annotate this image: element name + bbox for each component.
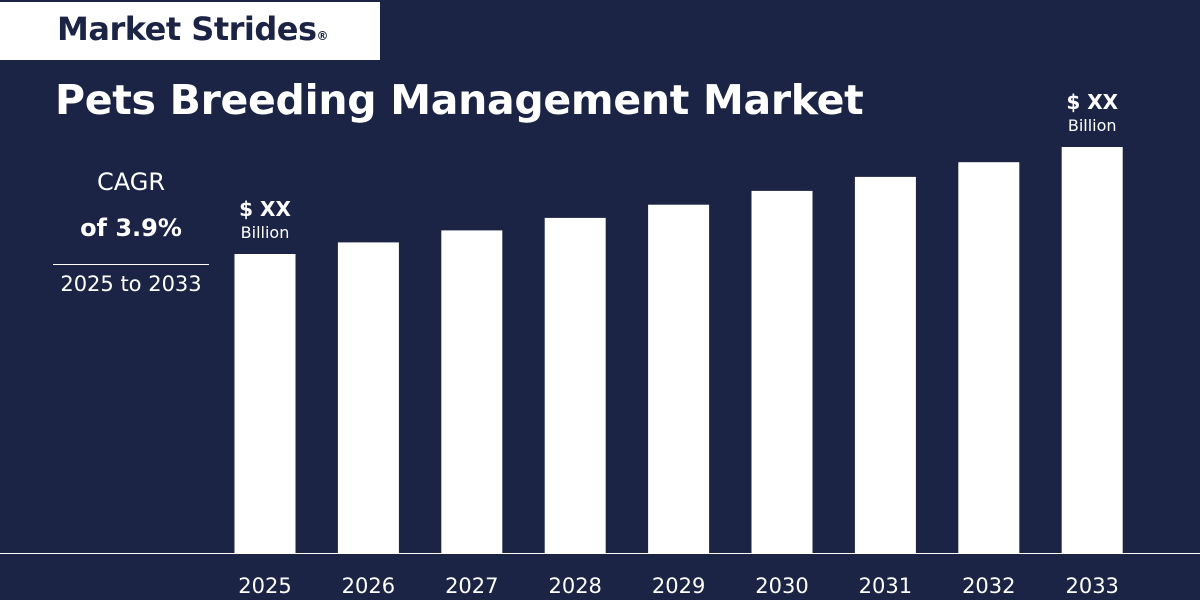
x-tick-label-2029: 2029 (652, 574, 705, 598)
bar-2026 (337, 242, 399, 553)
cagr-value: of 3.9% (80, 214, 182, 242)
bar-2033 (1061, 147, 1123, 553)
brand-logo-box: Market Strides® (0, 2, 380, 60)
cagr-divider (53, 264, 209, 265)
x-tick-label-2027: 2027 (445, 574, 498, 598)
bar-2028 (544, 217, 606, 553)
x-tick-label-2033: 2033 (1065, 574, 1118, 598)
bar-2031 (854, 176, 916, 553)
x-tick-label-2030: 2030 (755, 574, 808, 598)
bar-2030 (751, 190, 813, 553)
data-label-value-2033: $ XX (1066, 90, 1118, 114)
x-tick-label-2026: 2026 (342, 574, 395, 598)
data-label-unit-2033: Billion (1068, 116, 1117, 135)
bar-2025 (234, 254, 296, 553)
data-label-value-2025: $ XX (239, 197, 291, 221)
brand-registered-mark: ® (316, 29, 329, 43)
x-tick-label-2028: 2028 (548, 574, 601, 598)
cagr-period: 2025 to 2033 (60, 272, 202, 296)
data-label-unit-2025: Billion (241, 223, 290, 242)
bar-2027 (441, 230, 503, 553)
cagr-label: CAGR (96, 168, 166, 196)
bar-2032 (958, 162, 1020, 553)
brand-logo: Market Strides® (57, 10, 329, 48)
x-tick-label-2025: 2025 (238, 574, 291, 598)
x-tick-label-2031: 2031 (859, 574, 912, 598)
bar-2029 (648, 204, 710, 553)
brand-name: Market Strides (57, 10, 317, 48)
page-title: Pets Breeding Management Market (55, 76, 864, 124)
x-tick-label-2032: 2032 (962, 574, 1015, 598)
